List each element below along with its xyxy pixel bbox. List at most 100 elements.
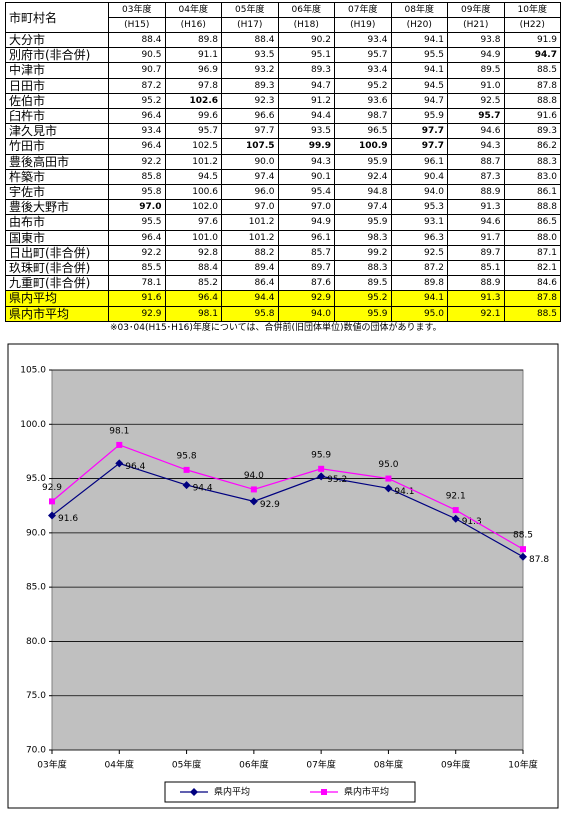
header-cell: 08年度 <box>390 2 448 18</box>
value-cell: 102.6 <box>164 92 222 110</box>
value-cell: 88.5 <box>503 305 561 322</box>
value-cell: 88.9 <box>447 275 505 292</box>
value-cell: 95.5 <box>390 47 448 64</box>
name-cell: 宇佐市 <box>5 184 109 201</box>
value-cell: 94.5 <box>164 168 222 186</box>
value-cell: 93.5 <box>277 123 335 140</box>
value-cell: 88.8 <box>503 92 561 110</box>
value-cell: 94.4 <box>221 290 279 307</box>
header-cell: 03年度 <box>108 2 166 18</box>
x-tick-label: 07年度 <box>306 759 335 771</box>
value-cell: 86.1 <box>503 184 561 201</box>
value-cell: 88.5 <box>503 62 561 79</box>
value-cell: 102.0 <box>164 199 222 216</box>
table-row: 九重町(非合併) 78.1 85.2 86.4 87.6 89.5 89.8 88.9 84.6 <box>5 275 561 292</box>
value-cell: 96.4 <box>164 290 222 307</box>
marker <box>452 507 459 514</box>
marker <box>48 511 56 520</box>
subheader-cell: (H21) <box>447 17 505 33</box>
x-tick-label: 04年度 <box>105 759 134 771</box>
data-label: 96.4 <box>125 462 145 472</box>
value-cell: 91.6 <box>503 108 561 125</box>
value-cell: 88.4 <box>221 31 279 49</box>
value-cell: 98.3 <box>334 229 392 246</box>
x-tick-label: 06年度 <box>239 759 268 771</box>
value-cell: 95.5 <box>108 214 166 231</box>
value-cell: 87.1 <box>503 244 561 262</box>
data-label: 98.1 <box>109 426 129 436</box>
value-cell: 95.2 <box>108 92 166 110</box>
value-cell: 91.0 <box>447 77 505 94</box>
value-cell: 89.4 <box>221 260 279 277</box>
value-cell: 97.7 <box>221 123 279 140</box>
subheader-cell: (H16) <box>164 17 222 33</box>
legend-marker <box>321 789 327 795</box>
value-cell: 88.0 <box>503 229 561 246</box>
table-row: 臼杵市 96.4 99.6 96.6 94.4 98.7 95.9 95.7 91.6 <box>5 108 561 125</box>
value-cell: 101.2 <box>164 153 222 170</box>
value-cell: 93.6 <box>334 92 392 110</box>
value-cell: 89.5 <box>334 275 392 292</box>
value-cell: 99.9 <box>277 138 335 155</box>
value-cell: 88.7 <box>447 153 505 170</box>
value-cell: 91.1 <box>164 47 222 64</box>
value-cell: 94.8 <box>334 184 392 201</box>
value-cell: 90.5 <box>108 47 166 64</box>
value-cell: 90.0 <box>221 153 279 170</box>
value-cell: 88.4 <box>164 260 222 277</box>
table-row: 別府市(非合併) 90.5 91.1 93.5 95.1 95.7 95.5 94.9 94.7 <box>5 47 561 64</box>
data-label: 91.6 <box>58 514 78 524</box>
value-cell: 94.1 <box>390 62 448 79</box>
marker <box>384 484 393 493</box>
x-tick-label: 09年度 <box>441 759 470 771</box>
value-cell: 92.2 <box>108 244 166 262</box>
name-cell: 国東市 <box>5 229 109 246</box>
value-cell: 88.3 <box>334 260 392 277</box>
y-tick-label: 100.0 <box>20 420 46 430</box>
value-cell: 97.7 <box>390 138 448 155</box>
value-cell: 97.7 <box>390 123 448 140</box>
value-cell: 94.7 <box>277 77 335 94</box>
header-cell: 06年度 <box>277 2 335 18</box>
marker <box>250 486 257 493</box>
marker <box>182 481 191 490</box>
data-label: 87.8 <box>529 555 549 565</box>
value-cell: 83.0 <box>503 168 561 186</box>
value-cell: 85.2 <box>164 275 222 292</box>
value-cell: 85.5 <box>108 260 166 277</box>
header-cell: 05年度 <box>221 2 279 18</box>
table-row: 玖珠町(非合併) 85.5 88.4 89.4 89.7 88.3 87.2 85.1 82.1 <box>5 260 561 277</box>
y-tick-label: 75.0 <box>26 691 46 701</box>
legend-marker <box>190 788 198 796</box>
table-row: 竹田市 96.4 102.5 107.5 99.9 100.9 97.7 94.3 86.2 <box>5 138 561 155</box>
table-row: 佐伯市 95.2 102.6 92.3 91.2 93.6 94.7 92.5 88.8 <box>5 92 561 110</box>
value-cell: 91.2 <box>277 92 335 110</box>
value-cell: 101.2 <box>221 229 279 246</box>
value-cell: 93.8 <box>447 31 505 49</box>
value-cell: 95.9 <box>334 214 392 231</box>
table-row: 中津市 90.7 96.9 93.2 89.3 93.4 94.1 89.5 88.5 <box>5 62 561 79</box>
header-cell: 市町村名 <box>5 2 109 33</box>
legend-box <box>164 781 416 803</box>
value-cell: 95.2 <box>334 290 392 307</box>
value-cell: 96.6 <box>221 108 279 125</box>
value-cell: 94.1 <box>390 31 448 49</box>
value-cell: 90.1 <box>277 168 335 186</box>
value-cell: 92.9 <box>277 290 335 307</box>
table-row: 市町村名 03年度 04年度 05年度 06年度 07年度 08年度 09年度 10年度 <box>5 2 561 33</box>
name-cell: 九重町(非合併) <box>5 275 109 292</box>
value-cell: 91.6 <box>108 290 166 307</box>
marker <box>115 459 124 468</box>
legend-label: 県内平均 <box>214 786 250 798</box>
value-cell: 88.9 <box>447 184 505 201</box>
data-label: 94.4 <box>193 484 213 494</box>
value-cell: 96.0 <box>221 184 279 201</box>
header-cell: 09年度 <box>447 2 505 18</box>
name-cell: 由布市 <box>5 214 109 231</box>
value-cell: 93.4 <box>334 31 392 49</box>
value-cell: 96.1 <box>277 229 335 246</box>
name-cell: 日田市 <box>5 77 109 94</box>
value-cell: 89.7 <box>447 244 505 262</box>
value-cell: 95.8 <box>108 184 166 201</box>
value-cell: 98.7 <box>334 108 392 125</box>
